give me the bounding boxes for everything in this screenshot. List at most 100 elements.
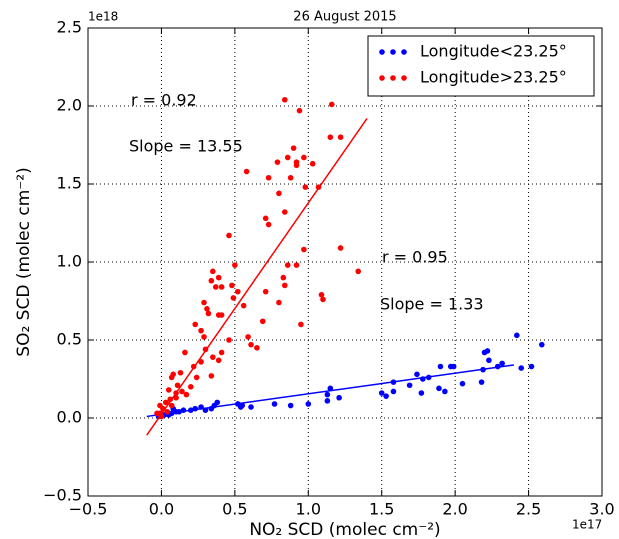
point	[262, 215, 269, 222]
point	[478, 379, 485, 385]
point	[210, 268, 216, 275]
point	[337, 245, 344, 251]
point	[305, 401, 312, 407]
point	[165, 387, 172, 393]
point	[301, 154, 307, 161]
point	[287, 402, 294, 409]
point	[528, 363, 535, 370]
point	[499, 360, 505, 367]
legend-marker	[379, 75, 385, 81]
point	[232, 262, 238, 268]
point	[484, 348, 491, 354]
point	[324, 398, 331, 404]
point	[262, 288, 269, 295]
chart-title: 26 August 2015	[293, 10, 396, 25]
point	[259, 318, 266, 325]
point	[218, 312, 225, 318]
point	[265, 221, 272, 228]
point	[265, 174, 272, 181]
point	[486, 357, 492, 364]
point	[208, 277, 215, 284]
point	[173, 394, 179, 401]
point	[538, 341, 545, 348]
point	[170, 371, 176, 378]
point	[337, 134, 344, 140]
point	[193, 374, 200, 381]
y-tick-label: 0.5	[57, 330, 82, 349]
point	[276, 190, 282, 197]
point	[518, 365, 525, 371]
point	[280, 274, 287, 281]
x-tick-label: −0.5	[69, 500, 108, 519]
point	[229, 282, 235, 289]
point	[198, 359, 204, 365]
point	[274, 159, 281, 165]
x-offset-label: 1e17	[572, 518, 602, 532]
point	[243, 168, 250, 175]
point	[240, 302, 247, 309]
point	[418, 390, 425, 396]
x-tick-label: 2.5	[516, 500, 541, 519]
point	[293, 162, 300, 169]
legend-marker	[379, 49, 385, 55]
y-tick-label: 0.0	[57, 408, 82, 427]
point	[208, 373, 215, 379]
point	[309, 160, 316, 167]
annotation: r = 0.92	[131, 91, 197, 110]
point	[230, 295, 237, 301]
x-tick-label: 0.0	[149, 500, 174, 519]
annotation: r = 0.95	[382, 248, 448, 267]
legend-marker	[401, 49, 407, 55]
point	[154, 410, 160, 417]
point	[298, 321, 304, 328]
x-tick-label: 1.0	[296, 500, 321, 519]
legend-marker	[390, 49, 396, 55]
y-tick-label: 1.5	[57, 174, 82, 193]
point	[245, 334, 251, 340]
y-axis-label: SO₂ SCD (molec cm⁻²)	[14, 167, 34, 356]
point	[328, 101, 335, 108]
legend-label: Longitude>23.25°	[420, 68, 567, 87]
x-tick-label: 3.0	[589, 500, 614, 519]
fit-line	[146, 118, 368, 436]
point	[212, 284, 219, 290]
point	[157, 402, 163, 409]
y-tick-label: 2.0	[57, 96, 82, 115]
point	[201, 334, 207, 340]
point	[390, 388, 397, 395]
y-tick-label: 2.5	[57, 18, 82, 37]
point	[168, 402, 175, 409]
point	[226, 337, 232, 343]
point	[336, 394, 342, 401]
annotation: Slope = 13.55	[129, 137, 243, 156]
point	[414, 371, 420, 378]
point	[271, 401, 278, 407]
legend-marker	[390, 75, 396, 81]
point	[450, 363, 457, 370]
plot-frame	[87, 27, 603, 497]
point	[301, 246, 307, 253]
point	[188, 384, 194, 390]
point	[383, 393, 389, 399]
point	[284, 262, 291, 268]
point	[514, 332, 520, 339]
point	[179, 388, 185, 395]
point	[177, 369, 184, 376]
point	[164, 408, 171, 415]
point	[248, 341, 254, 348]
point	[378, 390, 385, 396]
point	[459, 380, 466, 387]
point	[293, 262, 300, 268]
point	[239, 402, 245, 409]
y-tick-label: −0.5	[43, 486, 82, 505]
point	[284, 154, 291, 161]
point	[192, 321, 199, 328]
point	[281, 209, 288, 215]
point	[210, 354, 216, 360]
point	[290, 145, 297, 151]
point	[163, 399, 169, 406]
annotation: Slope = 1.33	[380, 295, 484, 314]
point	[218, 284, 225, 290]
point	[324, 391, 331, 398]
point	[205, 310, 212, 317]
